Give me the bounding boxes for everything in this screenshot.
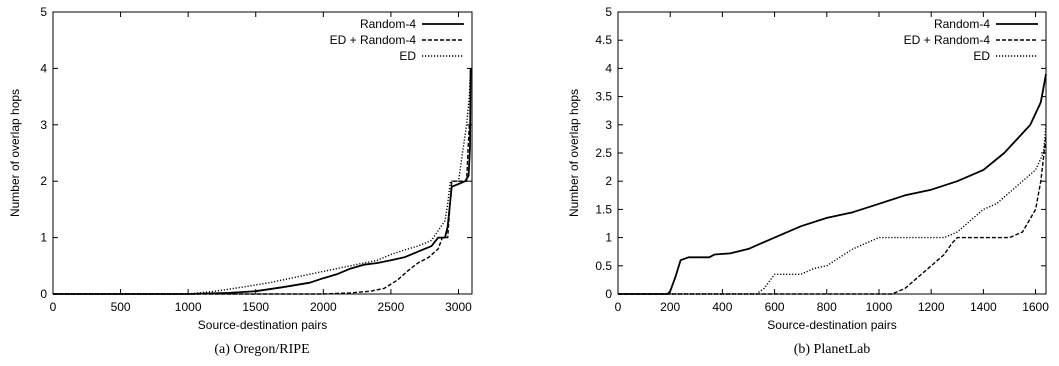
x-tick-label: 2500	[378, 300, 405, 314]
y-tick-label: 1.5	[595, 202, 612, 216]
y-tick-label: 0.5	[595, 259, 612, 273]
series-line-random-4	[618, 73, 1047, 295]
y-tick-label: 2	[40, 174, 47, 188]
legend-label: ED	[399, 49, 416, 63]
plot-frame	[52, 11, 473, 295]
y-tick-label: 5	[40, 5, 47, 19]
y-tick-label: 1	[605, 231, 612, 245]
y-tick-label: 0	[605, 287, 612, 301]
legend-label: ED	[973, 49, 990, 63]
chart-caption: (a) Oregon/RIPE	[214, 342, 310, 357]
y-tick-label: 1	[40, 231, 47, 245]
x-tick-label: 500	[111, 300, 131, 314]
x-tick-label: 800	[817, 300, 837, 314]
x-tick-label: 1200	[918, 300, 945, 314]
y-tick-label: 4	[605, 61, 612, 75]
y-tick-label: 3	[605, 118, 612, 132]
y-tick-label: 5	[605, 5, 612, 19]
x-tick-label: 1600	[1022, 300, 1049, 314]
x-tick-label: 200	[660, 300, 680, 314]
y-tick-label: 4.5	[595, 33, 612, 47]
y-tick-label: 2.5	[595, 146, 612, 160]
series-line-ed-random-4	[618, 136, 1047, 295]
series-line-ed	[53, 68, 472, 295]
legend-label: ED + Random-4	[330, 33, 417, 47]
series-line-random-4	[53, 68, 472, 295]
x-tick-label: 2000	[310, 300, 337, 314]
legend-label: Random-4	[934, 17, 990, 31]
x-tick-label: 1000	[866, 300, 893, 314]
x-tick-label: 1500	[242, 300, 269, 314]
chart-panel-oregon-ripe: 0 500 1000 1500 2000 2500 3000 0 1 2 3 4 5 Source-des…	[8, 5, 473, 357]
y-tick-label: 4	[40, 61, 47, 75]
x-axis-label: Source-destination pairs	[767, 318, 896, 332]
x-tick-label: 1400	[970, 300, 997, 314]
x-tick-label: 600	[765, 300, 785, 314]
line-chart-planetlab: 0 200 400 600 800 1000 1200 1400 1600 0 0.5 1 1.5 2 2.…	[567, 5, 1049, 332]
legend-label: ED + Random-4	[904, 33, 991, 47]
chart-panel-planetlab: 0 200 400 600 800 1000 1200 1400 1600 0 0.5 1 1.5 2 2.…	[530, 0, 1059, 366]
x-tick-label: 1000	[175, 300, 202, 314]
x-tick-label: 0	[50, 300, 57, 314]
y-tick-label: 3.5	[595, 90, 612, 104]
y-tick-label: 2	[605, 174, 612, 188]
y-axis-label: Number of overlap hops	[8, 89, 22, 217]
chart-caption: (b) PlanetLab	[793, 342, 871, 357]
y-tick-label: 3	[40, 118, 47, 132]
y-axis-label: Number of overlap hops	[567, 89, 581, 217]
x-axis-label: Source-destination pairs	[198, 318, 327, 332]
series-line-ed-random-4	[53, 124, 471, 295]
y-tick-label: 0	[40, 287, 47, 301]
x-tick-label: 400	[712, 300, 732, 314]
x-tick-label: 3000	[445, 300, 472, 314]
line-chart-oregon-ripe: 0 500 1000 1500 2000 2500 3000 0 1 2 3 4 5 Source-des…	[8, 5, 473, 332]
legend-label: Random-4	[360, 17, 416, 31]
series-line-ed	[618, 124, 1047, 295]
x-tick-label: 0	[615, 300, 622, 314]
